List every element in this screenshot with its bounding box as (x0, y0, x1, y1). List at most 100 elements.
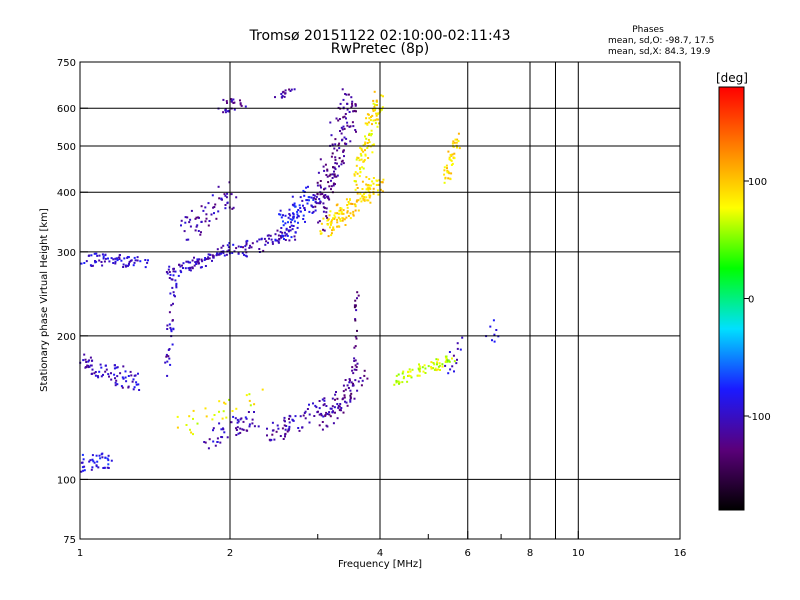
data-point (292, 216, 295, 219)
data-point (451, 153, 454, 156)
data-point (84, 358, 87, 361)
y-tick-label: 300 (57, 248, 76, 259)
data-point (206, 257, 209, 260)
data-point (352, 213, 355, 216)
data-point (205, 415, 208, 418)
data-point (451, 142, 454, 145)
data-point (457, 140, 460, 143)
data-point (346, 206, 349, 209)
data-point (305, 186, 308, 189)
data-point (224, 108, 227, 111)
data-point (495, 329, 498, 331)
data-point (312, 210, 315, 213)
data-point (190, 209, 193, 212)
data-point (329, 223, 332, 226)
data-point (351, 100, 354, 103)
data-point (326, 425, 329, 428)
data-point (362, 197, 365, 200)
data-point (172, 291, 175, 294)
data-point (233, 250, 236, 253)
data-point (449, 368, 452, 371)
data-point (292, 213, 295, 216)
data-point (288, 421, 291, 424)
data-point (336, 149, 339, 152)
data-point (270, 438, 273, 441)
data-point (334, 162, 337, 165)
data-point (339, 209, 342, 212)
data-point (248, 423, 251, 426)
data-point (172, 302, 174, 305)
data-point (248, 399, 251, 402)
data-point (289, 229, 292, 232)
data-point (240, 245, 242, 248)
data-point (221, 417, 224, 420)
data-point (249, 244, 251, 247)
data-point (102, 255, 105, 258)
data-point (326, 168, 329, 171)
data-point (110, 257, 113, 260)
data-point (320, 414, 323, 417)
data-point (402, 370, 405, 373)
data-point (220, 252, 223, 255)
data-point (401, 372, 404, 375)
data-point (122, 263, 125, 266)
data-point (88, 460, 91, 463)
data-point (432, 367, 434, 370)
grid-lines (80, 62, 680, 539)
data-point (332, 184, 335, 187)
data-point (165, 353, 168, 356)
data-point (349, 389, 352, 392)
data-point (118, 257, 121, 260)
data-point (297, 209, 300, 211)
data-point (341, 212, 344, 215)
data-point (457, 132, 460, 135)
data-point (315, 406, 318, 409)
data-point (183, 230, 186, 233)
data-point (443, 181, 446, 184)
data-point (418, 369, 421, 372)
data-point (204, 265, 207, 267)
data-point (284, 231, 286, 234)
data-point (364, 149, 366, 152)
data-point (232, 206, 235, 209)
data-point (283, 424, 286, 427)
x-tick-label: 6 (465, 548, 471, 559)
data-point (301, 199, 304, 202)
data-point (291, 195, 294, 198)
data-point (353, 173, 356, 176)
data-point (332, 217, 335, 220)
data-point (338, 212, 341, 215)
data-point (338, 165, 340, 168)
data-point (244, 254, 247, 257)
data-point (139, 260, 142, 263)
data-point (289, 214, 292, 217)
data-point (364, 122, 367, 125)
data-point (340, 211, 343, 213)
data-point (439, 369, 441, 371)
data-point (357, 199, 360, 202)
data-point (186, 216, 189, 219)
data-point (330, 185, 333, 188)
data-point (217, 185, 220, 188)
data-point (449, 178, 452, 181)
data-point (98, 370, 101, 373)
data-point (180, 224, 182, 227)
data-point (372, 192, 375, 195)
data-point (356, 389, 359, 392)
data-point (377, 183, 380, 186)
data-point (104, 257, 107, 260)
data-point (459, 348, 462, 351)
data-point (317, 171, 320, 174)
data-point (320, 412, 323, 415)
data-point (360, 149, 363, 152)
data-point (228, 110, 231, 113)
data-point (325, 195, 328, 198)
data-point (366, 142, 369, 144)
data-point (101, 253, 104, 256)
data-point (218, 400, 221, 403)
data-point (274, 238, 277, 241)
data-point (208, 438, 211, 441)
data-point (325, 174, 328, 176)
data-point (85, 361, 88, 363)
data-point (334, 158, 337, 161)
